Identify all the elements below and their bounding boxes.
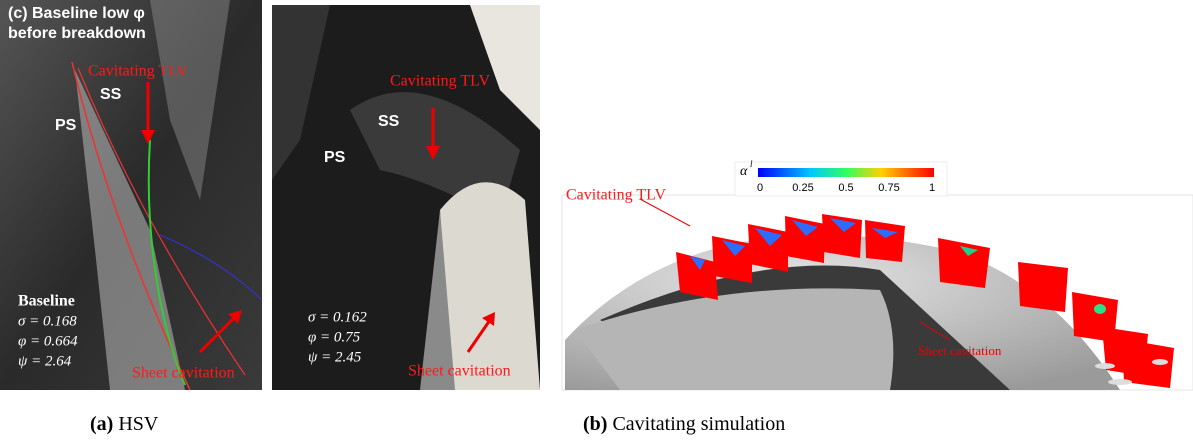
blade-surface (440, 182, 540, 390)
caption-text: HSV (118, 413, 159, 435)
colorbar-tick-label: 1 (929, 182, 935, 194)
caption: (a)HSV (90, 413, 159, 435)
sheet-label: Sheet cavitation (408, 363, 511, 380)
tlv-label: Cavitating TLV (88, 63, 188, 80)
hsv-render-right: Cavitating TLV SS PS σ = 0.162 φ = 0.75 … (272, 5, 540, 390)
param-label: φ = 0.664 (18, 333, 78, 349)
vortex-bubble (1108, 379, 1132, 385)
vortex-bubble (1095, 363, 1115, 369)
caption-label: (a) (90, 413, 113, 435)
vortex-bubble (1152, 359, 1168, 365)
panel-title: (c) Baseline low φ (8, 5, 145, 22)
colorbar (758, 168, 934, 177)
tlv-label: Cavitating TLV (390, 73, 490, 90)
ss-label: SS (378, 113, 400, 130)
ps-label: PS (55, 117, 77, 134)
caption: (b)Cavitating simulation (583, 413, 785, 435)
colorbar-tick-label: 0.25 (792, 182, 813, 194)
ss-label: SS (100, 86, 122, 103)
caption-text: Cavitating simulation (612, 413, 785, 435)
tlv-label: Cavitating TLV (566, 187, 666, 204)
colorbar-tick-label: 0.5 (838, 182, 853, 194)
colorbar-tick-label: 0.75 (878, 182, 899, 194)
sheet-label: Sheet cavitation (132, 365, 235, 382)
param-label: φ = 0.75 (308, 329, 361, 345)
caption-label: (b) (583, 413, 607, 435)
param-label: σ = 0.168 (18, 313, 77, 329)
panel-title: before breakdown (8, 25, 146, 42)
param-label: Baseline (18, 293, 75, 310)
sheet-label: Sheet cavitation (918, 343, 1002, 358)
figure: (c) Baseline low φ before breakdown Cavi… (0, 0, 1193, 441)
hsv-photo-left: (c) Baseline low φ before breakdown Cavi… (0, 0, 262, 390)
param-label: ψ = 2.64 (18, 353, 72, 369)
ps-label: PS (324, 149, 346, 166)
param-label: ψ = 2.45 (308, 349, 362, 365)
param-label: σ = 0.162 (308, 309, 367, 325)
colorbar-label: α (740, 164, 748, 179)
colorbar-tick-label: 0 (757, 182, 763, 194)
